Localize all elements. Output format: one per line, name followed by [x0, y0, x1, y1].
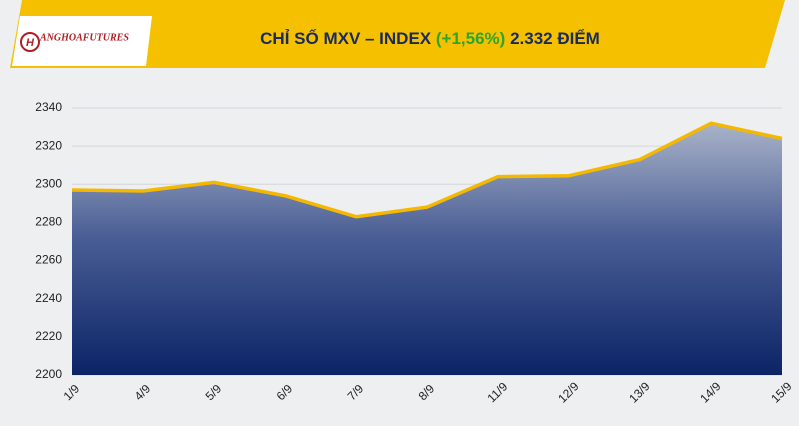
- chart-title: CHỈ SỐ MXV – INDEX (+1,56%) 2.332 ĐIỂM: [260, 28, 600, 48]
- logo-circle: [20, 32, 40, 52]
- header-band: [10, 0, 785, 68]
- y-tick-label: 2240: [35, 291, 62, 305]
- y-tick-label: 2260: [35, 253, 62, 267]
- y-tick-label: 2340: [35, 100, 62, 114]
- y-tick-label: 2320: [35, 138, 62, 152]
- y-tick-label: 2200: [35, 367, 62, 381]
- title-change: (+1,56%): [436, 29, 505, 48]
- logo-box: [12, 16, 152, 66]
- line: [71, 121, 783, 219]
- y-tick-label: 2300: [35, 176, 62, 190]
- title-value: 2.332 ĐIỂM: [510, 29, 600, 48]
- logo-mark: H: [26, 37, 35, 49]
- y-tick-label: 2220: [35, 329, 62, 343]
- title-main: CHỈ SỐ MXV – INDEX: [260, 28, 432, 48]
- logo-text: ANGHOAFUTURES: [39, 32, 129, 43]
- area: [72, 123, 782, 375]
- y-tick-label: 2280: [35, 215, 62, 229]
